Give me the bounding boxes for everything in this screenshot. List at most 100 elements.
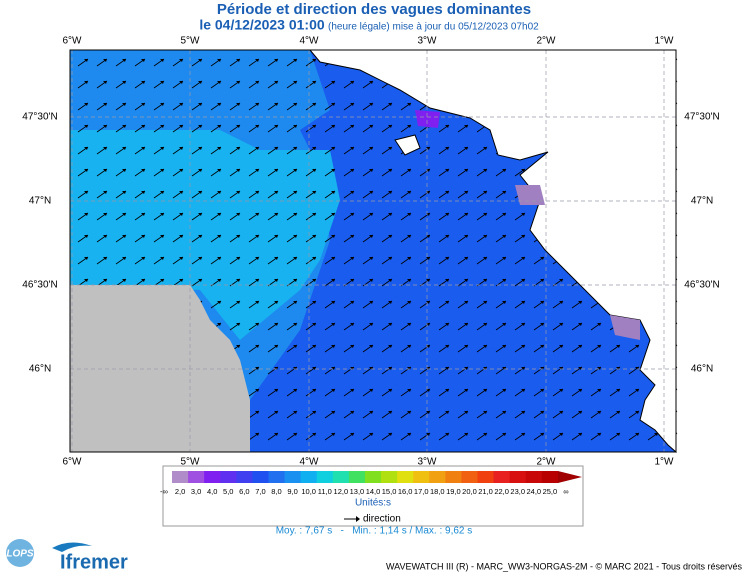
wave-arrow-head bbox=[559, 411, 563, 414]
colorbar-label: ∞ bbox=[563, 487, 568, 496]
wave-arrow-head bbox=[103, 59, 107, 62]
wave-arrow-head bbox=[388, 147, 392, 150]
wave-arrow-head bbox=[293, 389, 297, 392]
colorbar-segment bbox=[236, 471, 253, 483]
wave-arrow-head bbox=[236, 213, 240, 216]
wave-arrow-head bbox=[293, 147, 297, 150]
wave-arrow-head bbox=[122, 235, 126, 238]
legend-box bbox=[162, 465, 584, 527]
wave-arrow-head bbox=[445, 411, 449, 414]
wave-arrow-head bbox=[141, 125, 145, 128]
wave-arrow-head bbox=[84, 235, 88, 238]
wave-arrow-head bbox=[407, 257, 411, 260]
wave-arrow-head bbox=[331, 213, 335, 216]
wave-arrow-head bbox=[407, 433, 411, 436]
wave-arrow-head bbox=[103, 81, 107, 84]
footer: WAVEWATCH III (R) - MARC_WW3-NORGAS-2M -… bbox=[386, 561, 743, 571]
wave-arrow-head bbox=[540, 279, 544, 282]
wave-arrow-head bbox=[616, 411, 620, 414]
wave-arrow-head bbox=[559, 301, 563, 304]
wave-arrow-head bbox=[369, 279, 373, 282]
wave-arrow-head bbox=[103, 257, 107, 260]
wave-arrow-head bbox=[578, 389, 582, 392]
wave-arrow-head bbox=[122, 59, 126, 62]
wave-arrow-head bbox=[122, 103, 126, 106]
wave-arrow-head bbox=[388, 279, 392, 282]
wave-arrow-head bbox=[483, 235, 487, 238]
colorbar-segment bbox=[381, 471, 398, 483]
wave-arrow-head bbox=[521, 257, 525, 260]
wave-arrow-head bbox=[236, 103, 240, 106]
wave-arrow-head bbox=[407, 191, 411, 194]
wave-arrow-head bbox=[160, 279, 164, 282]
wave-arrow-head bbox=[141, 147, 145, 150]
colorbar-segment bbox=[316, 471, 334, 483]
wave-arrow-head bbox=[274, 191, 278, 194]
wave-arrow-head bbox=[84, 169, 88, 172]
wave-arrow-head bbox=[445, 257, 449, 260]
wave-arrow-head bbox=[141, 279, 145, 282]
wave-arrow-head bbox=[293, 345, 297, 348]
wave-arrow-head bbox=[293, 191, 297, 194]
wave-arrow-head bbox=[578, 433, 582, 436]
colorbar-segment bbox=[509, 471, 527, 483]
wave-arrow-head bbox=[160, 191, 164, 194]
wave-arrow-head bbox=[217, 191, 221, 194]
lon-label: 2°W bbox=[537, 36, 557, 47]
colorbar-label: 10,0 bbox=[301, 487, 316, 496]
wave-arrow-head bbox=[160, 213, 164, 216]
colorbar-label: 5,0 bbox=[223, 487, 233, 496]
wave-arrow-head bbox=[274, 257, 278, 260]
wave-arrow-head bbox=[502, 345, 506, 348]
wave-arrow-head bbox=[312, 147, 316, 150]
lon-label: 4°W bbox=[300, 36, 320, 47]
lon-label: 4°W bbox=[300, 457, 320, 468]
wave-arrow-head bbox=[236, 191, 240, 194]
wave-arrow-head bbox=[217, 103, 221, 106]
wave-arrow-head bbox=[540, 411, 544, 414]
wave-arrow-head bbox=[84, 191, 88, 194]
wave-arrow-head bbox=[274, 323, 278, 326]
lat-label: 47°30'N bbox=[684, 112, 719, 123]
wave-arrow-head bbox=[369, 389, 373, 392]
colorbar-segment bbox=[397, 471, 414, 483]
colorbar-label: 7,0 bbox=[255, 487, 265, 496]
wave-arrow-head bbox=[350, 433, 354, 436]
wave-arrow-head bbox=[445, 213, 449, 216]
wave-arrow-head bbox=[217, 279, 221, 282]
wave-arrow-head bbox=[388, 257, 392, 260]
wave-arrow-head bbox=[179, 59, 183, 62]
wave-arrow-head bbox=[521, 213, 525, 216]
colorbar-segment bbox=[413, 471, 430, 483]
wave-arrow-head bbox=[255, 257, 259, 260]
wave-arrow-head bbox=[141, 81, 145, 84]
wave-arrow-head bbox=[445, 323, 449, 326]
wave-arrow-head bbox=[236, 59, 240, 62]
wave-arrow-head bbox=[445, 147, 449, 150]
colorbar-segment bbox=[220, 471, 237, 483]
wave-arrow-head bbox=[464, 345, 468, 348]
ifremer-text: Ifremer bbox=[60, 551, 128, 573]
wave-arrow-head bbox=[464, 279, 468, 282]
wave-arrow-head bbox=[217, 81, 221, 84]
units: Unités:s bbox=[355, 498, 391, 509]
wave-arrow-head bbox=[198, 191, 202, 194]
wave-arrow-head bbox=[293, 301, 297, 304]
wave-arrow-head bbox=[331, 235, 335, 238]
wave-arrow-head bbox=[274, 125, 278, 128]
lat-label: 46°N bbox=[691, 364, 713, 375]
wave-arrow-head bbox=[122, 279, 126, 282]
wave-arrow-head bbox=[331, 81, 335, 84]
wave-arrow-head bbox=[274, 169, 278, 172]
wave-arrow-head bbox=[521, 345, 525, 348]
wave-arrow-head bbox=[255, 411, 259, 414]
colorbar-segment bbox=[445, 471, 462, 483]
wave-arrow-head bbox=[274, 279, 278, 282]
wave-arrow-head bbox=[122, 147, 126, 150]
wave-arrow-head bbox=[141, 213, 145, 216]
wave-arrow-head bbox=[198, 125, 202, 128]
wave-arrow-head bbox=[217, 323, 221, 326]
wave-arrow-head bbox=[274, 213, 278, 216]
wave-arrow-head bbox=[388, 235, 392, 238]
wave-arrow-head bbox=[407, 411, 411, 414]
